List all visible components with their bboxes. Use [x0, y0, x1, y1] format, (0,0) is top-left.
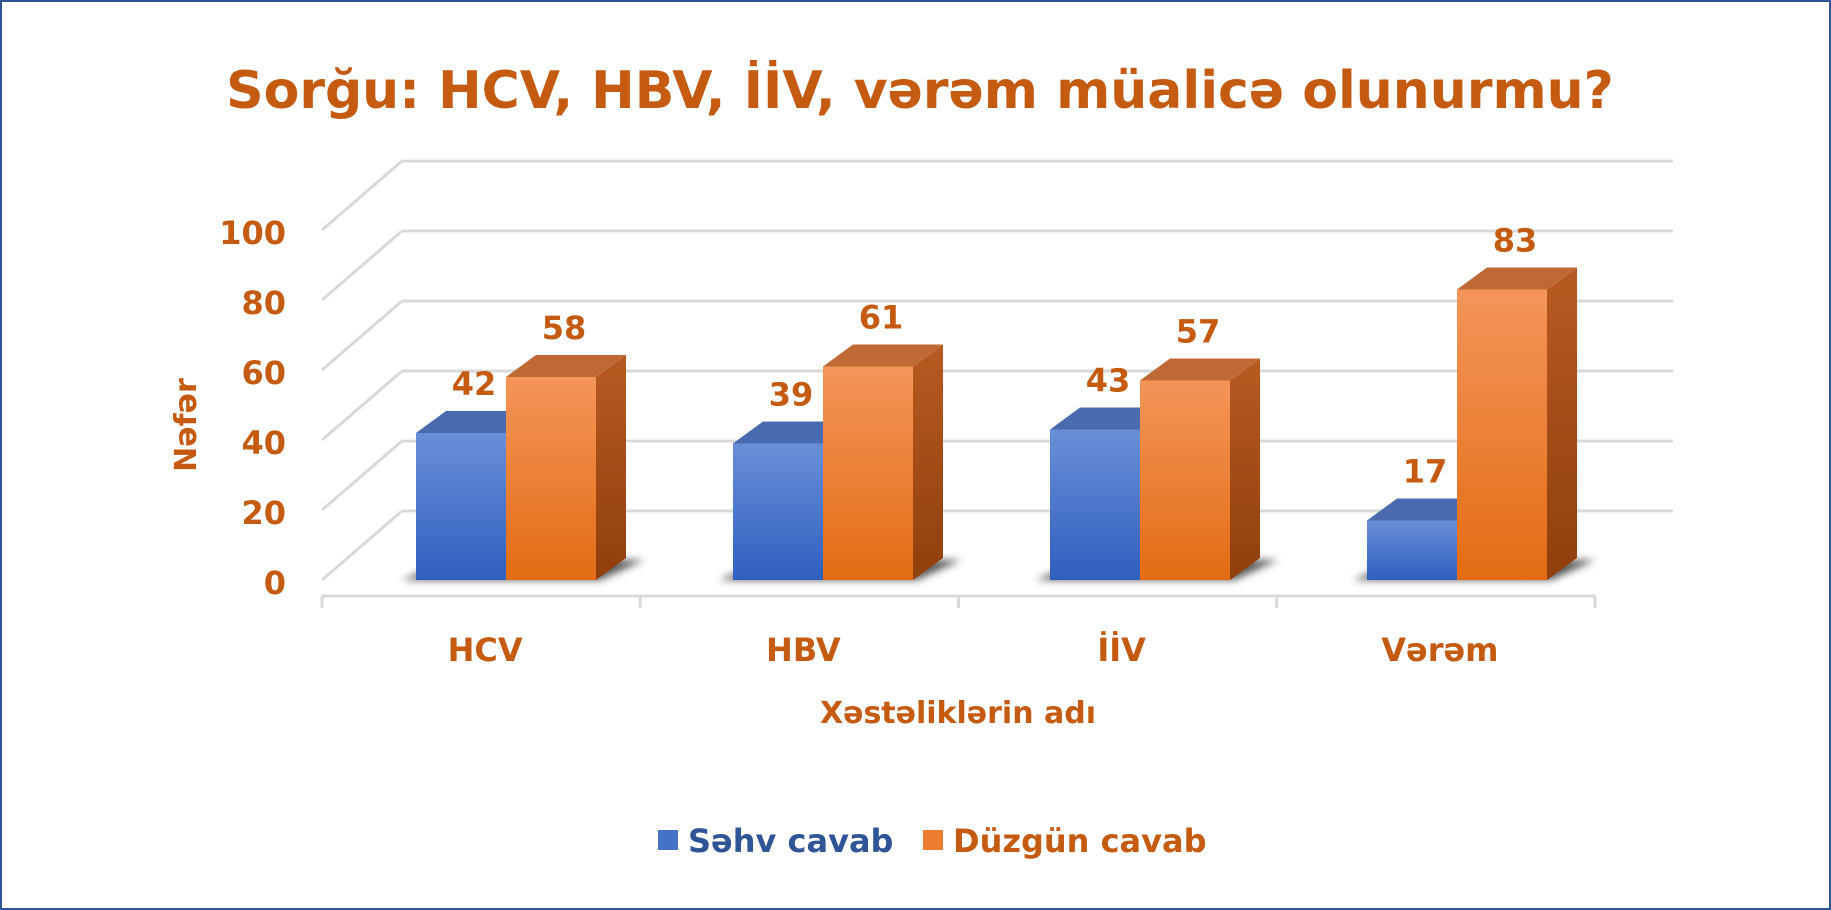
- legend-label-sehv: Səhv cavab: [688, 822, 893, 860]
- data-labels: 42 58 39 61 43 57 17 83: [452, 222, 1538, 491]
- y-tick-label: 20: [241, 494, 286, 532]
- bar-top: [1457, 267, 1577, 290]
- legend-swatch-duzgun: [923, 830, 943, 850]
- bar-side: [913, 344, 943, 580]
- category-label: HCV: [448, 631, 523, 669]
- bar-top: [823, 344, 943, 367]
- bar: [506, 377, 596, 580]
- bar: [1050, 429, 1140, 580]
- bars: [416, 267, 1577, 580]
- category-labels: HCV HBV İİV Vərəm: [448, 631, 1499, 669]
- category-label: HBV: [766, 631, 841, 669]
- data-label: 61: [859, 299, 904, 337]
- y-tick-label: 80: [241, 284, 286, 322]
- x-axis: [320, 594, 1597, 608]
- y-axis-title: Nəfər: [169, 378, 204, 472]
- chart-title: Sorğu: HCV, HBV, İİV, vərəm müalicə olun…: [226, 60, 1614, 121]
- bar: [1457, 289, 1547, 580]
- y-tick-label: 40: [241, 424, 286, 462]
- legend-label-duzgun: Düzgün cavab: [953, 822, 1207, 860]
- legend-swatch-sehv: [658, 830, 678, 850]
- category-label: Vərəm: [1381, 631, 1498, 669]
- gridline-side: [321, 439, 403, 512]
- data-label: 58: [542, 309, 587, 347]
- y-axis-ticks: 0 20 40 60 80 100: [219, 214, 286, 602]
- gridline-side: [321, 159, 403, 232]
- y-tick-label: 60: [241, 354, 286, 392]
- data-label: 57: [1176, 313, 1221, 351]
- bar-side: [596, 355, 626, 580]
- bar: [416, 433, 506, 580]
- bar: [1367, 520, 1457, 580]
- gridline-side: [321, 229, 403, 302]
- bar-top: [506, 355, 626, 377]
- bar-side: [1547, 267, 1577, 580]
- bar-side: [1230, 358, 1260, 580]
- y-tick-label: 0: [264, 564, 286, 602]
- data-label: 42: [452, 365, 497, 403]
- data-label: 39: [769, 376, 814, 414]
- data-label: 83: [1493, 222, 1538, 260]
- gridline-side: [321, 509, 403, 582]
- bar: [733, 443, 823, 580]
- legend: Səhv cavab Düzgün cavab: [658, 822, 1207, 860]
- data-label: 17: [1403, 453, 1448, 491]
- x-axis-title: Xəstəliklərin adı: [820, 696, 1096, 731]
- bar: [1140, 380, 1230, 580]
- data-label: 43: [1086, 362, 1131, 400]
- gridline-side: [321, 369, 403, 442]
- bar: [823, 366, 913, 580]
- gridline-side: [321, 299, 403, 372]
- bar-top: [1140, 358, 1260, 381]
- category-label: İİV: [1097, 631, 1146, 669]
- y-tick-label: 100: [219, 214, 286, 252]
